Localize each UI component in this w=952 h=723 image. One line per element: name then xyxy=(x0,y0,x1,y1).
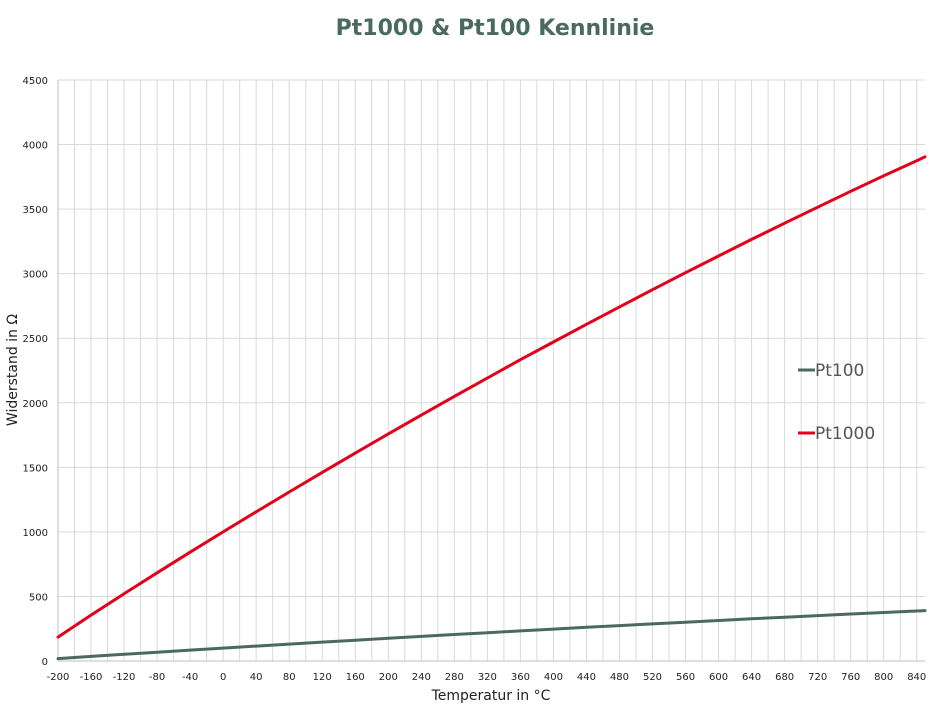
x-tick-label: 720 xyxy=(808,672,827,683)
axes xyxy=(57,80,925,662)
x-tick-label: -120 xyxy=(113,672,136,683)
y-tick-label: 1000 xyxy=(23,528,48,539)
x-tick-label: 600 xyxy=(709,672,728,683)
x-tick-label: 280 xyxy=(445,672,464,683)
x-tick-label: 160 xyxy=(346,672,365,683)
series-group xyxy=(56,155,927,661)
x-tick-label: 80 xyxy=(283,672,296,683)
x-tick-label: -80 xyxy=(149,672,165,683)
y-axis-ticks: 0 500 1000 1500 2000 2500 3000 3500 4000 4500 xyxy=(23,76,48,668)
x-tick-label: 40 xyxy=(250,672,263,683)
y-tick-label: 500 xyxy=(29,592,48,603)
y-tick-label: 2000 xyxy=(23,399,48,410)
legend-label-pt1000: Pt1000 xyxy=(815,424,875,444)
y-tick-label: 4500 xyxy=(23,76,48,87)
grid xyxy=(57,79,925,662)
y-tick-label: 2500 xyxy=(23,334,48,345)
x-tick-label: -40 xyxy=(182,672,198,683)
x-tick-label: 520 xyxy=(643,672,662,683)
y-tick-label: 3000 xyxy=(23,270,48,281)
x-tick-label: 560 xyxy=(676,672,695,683)
y-axis-title: Widerstand in Ω xyxy=(5,314,21,426)
x-axis-ticks: -200 -160 -120 -80 -40 0 40 80 120 160 200 240 280 32… xyxy=(47,672,927,683)
x-tick-label: 120 xyxy=(313,672,332,683)
chart-title: Pt1000 & Pt100 Kennlinie xyxy=(336,16,655,41)
x-tick-label: 240 xyxy=(412,672,431,683)
x-tick-label: 800 xyxy=(874,672,893,683)
x-tick-label: 640 xyxy=(742,672,761,683)
x-tick-label: -160 xyxy=(80,672,103,683)
x-tick-label: 200 xyxy=(379,672,398,683)
x-tick-label: 360 xyxy=(511,672,530,683)
x-tick-label: 760 xyxy=(841,672,860,683)
y-tick-label: 3500 xyxy=(23,205,48,216)
legend-label-pt100: Pt100 xyxy=(815,361,864,381)
x-tick-label: -200 xyxy=(47,672,70,683)
x-tick-label: 440 xyxy=(577,672,596,683)
y-tick-label: 4000 xyxy=(23,141,48,152)
x-tick-label: 400 xyxy=(544,672,563,683)
x-tick-label: 0 xyxy=(220,672,226,683)
series-line-pt100 xyxy=(56,609,927,661)
x-tick-label: 680 xyxy=(775,672,794,683)
y-tick-label: 0 xyxy=(42,657,48,668)
series-line-pt1000 xyxy=(56,155,927,639)
x-tick-label: 840 xyxy=(907,672,926,683)
y-tick-label: 1500 xyxy=(23,463,48,474)
x-axis-title: Temperatur in °C xyxy=(431,688,551,704)
x-tick-label: 320 xyxy=(478,672,497,683)
x-tick-label: 480 xyxy=(610,672,629,683)
legend: Pt100 Pt1000 xyxy=(798,361,875,444)
